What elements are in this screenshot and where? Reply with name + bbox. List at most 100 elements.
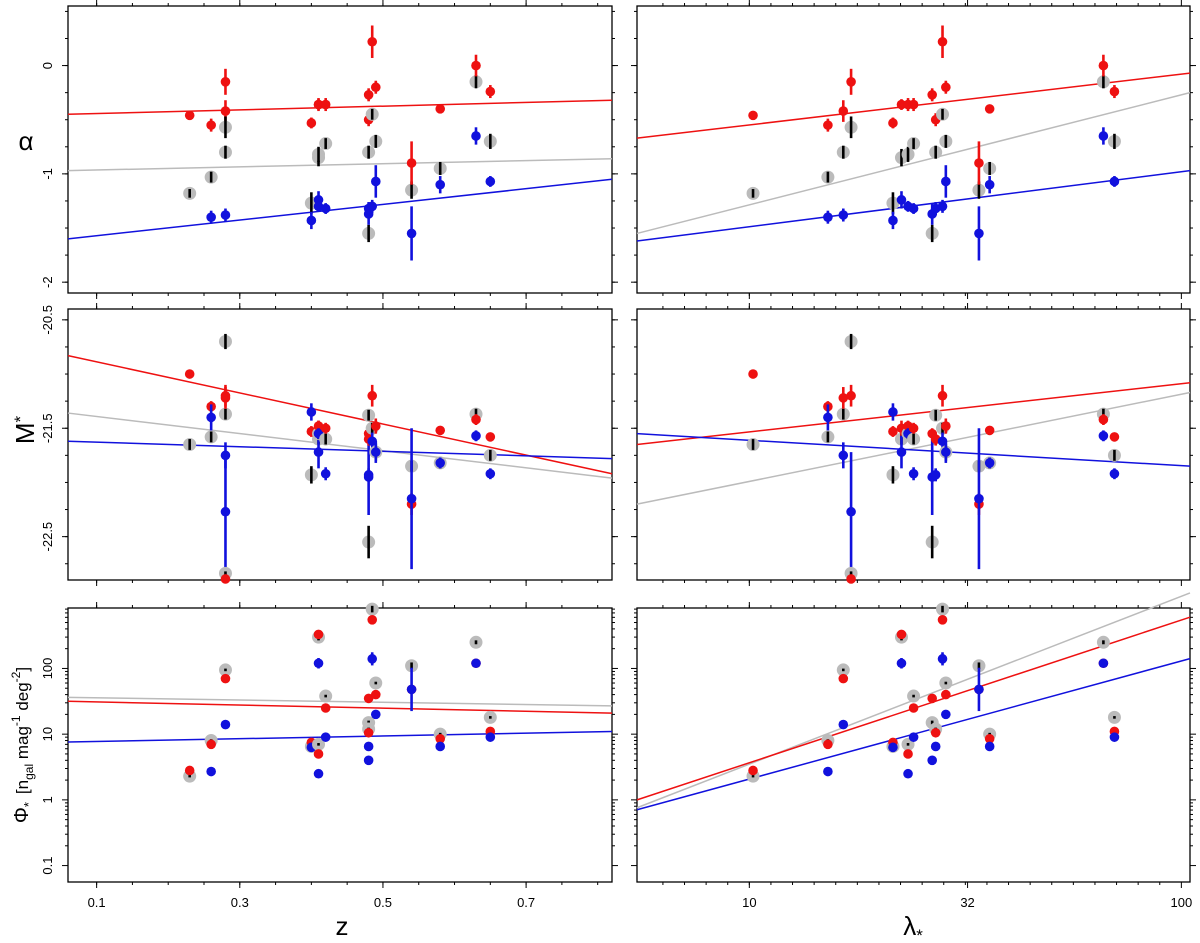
points-layer xyxy=(183,25,1121,783)
ylabel-phi-units-mag: mag xyxy=(13,726,32,764)
ylabel-mstar-sub: * xyxy=(11,415,30,422)
point-red-mstar-1 xyxy=(888,426,898,437)
ylabel-phi-units-open: [n xyxy=(13,780,32,794)
point-red-phi-1 xyxy=(846,574,856,584)
point-red-phi-1 xyxy=(823,739,833,750)
panel-frame-alpha-1 xyxy=(636,5,1191,294)
xtick-label-0: 0.1 xyxy=(88,895,106,910)
point-red-alpha-0 xyxy=(485,86,496,97)
fit-line-gray-mstar-0 xyxy=(67,412,613,479)
point-red-alpha-0 xyxy=(306,118,317,128)
point-red-alpha-0 xyxy=(435,104,446,114)
xtick-label-1: 32 xyxy=(960,895,974,910)
point-red-phi-1 xyxy=(937,615,948,625)
point-red-alpha-1 xyxy=(908,99,919,110)
xlabel-z: z xyxy=(336,911,349,941)
point-red-alpha-0 xyxy=(220,106,231,116)
ylabel-phi-units-m1: -1 xyxy=(9,715,23,726)
ylabel-phi-units-close: ] xyxy=(13,667,32,672)
point-blue-mstar-0 xyxy=(471,431,481,441)
ylabel-phi-main: Φ xyxy=(11,807,33,823)
point-blue-mstar-1 xyxy=(1098,431,1109,441)
point-blue-phi-1 xyxy=(927,755,937,766)
point-blue-phi-0 xyxy=(320,732,331,742)
point-blue-mstar-1 xyxy=(823,412,833,423)
point-red-alpha-1 xyxy=(927,90,937,100)
point-blue-alpha-0 xyxy=(306,215,317,226)
point-blue-mstar-0 xyxy=(313,447,324,457)
xtick-label-1: 100 xyxy=(1171,895,1193,910)
point-red-mstar-0 xyxy=(367,390,378,401)
panel-frame-phi-0 xyxy=(67,607,613,883)
point-blue-phi-0 xyxy=(220,719,231,730)
point-blue-alpha-1 xyxy=(984,179,995,190)
point-blue-phi-0 xyxy=(363,755,374,766)
point-red-phi-1 xyxy=(908,703,919,713)
point-red-mstar-1 xyxy=(941,421,951,431)
ylabel-phi: Φ* [ngal mag-1 deg-2] xyxy=(9,667,36,823)
ylabel-alpha: α xyxy=(18,126,33,156)
point-red-alpha-0 xyxy=(367,36,378,47)
point-red-phi-0 xyxy=(206,739,216,750)
point-blue-alpha-1 xyxy=(941,176,951,187)
ylabel-phi-units-m2: -2 xyxy=(9,671,23,682)
point-blue-phi-1 xyxy=(974,684,984,695)
point-blue-alpha-0 xyxy=(370,176,381,187)
point-blue-phi-0 xyxy=(435,741,446,752)
point-red-phi-0 xyxy=(435,733,446,744)
ytick-label-mstar: -21.5 xyxy=(40,413,55,443)
point-red-alpha-0 xyxy=(184,110,195,121)
fit-line-red-mstar-0 xyxy=(67,354,613,475)
point-blue-alpha-1 xyxy=(937,201,948,212)
point-red-mstar-1 xyxy=(937,390,948,401)
point-blue-mstar-0 xyxy=(485,468,496,479)
point-red-alpha-0 xyxy=(320,99,331,110)
ytick-label-phi: 1 xyxy=(40,796,55,803)
ylabel-phi-units-gal: gal xyxy=(22,764,36,780)
point-blue-phi-1 xyxy=(888,742,898,753)
point-blue-mstar-1 xyxy=(896,447,907,457)
point-blue-alpha-1 xyxy=(1109,176,1120,187)
point-red-mstar-1 xyxy=(908,423,919,434)
ylabel-mstar: M* xyxy=(10,415,40,444)
point-blue-phi-1 xyxy=(838,719,849,730)
point-blue-alpha-1 xyxy=(1098,131,1109,141)
point-red-alpha-0 xyxy=(220,77,231,87)
point-red-alpha-1 xyxy=(974,158,984,168)
point-blue-phi-1 xyxy=(908,732,919,742)
point-red-phi-0 xyxy=(363,693,374,704)
point-red-phi-0 xyxy=(313,629,324,640)
xtick-label-0: 0.7 xyxy=(517,895,535,910)
point-blue-mstar-1 xyxy=(908,468,919,479)
fit-line-blue-phi-0 xyxy=(67,730,613,743)
point-blue-alpha-1 xyxy=(823,212,833,222)
point-red-alpha-1 xyxy=(888,118,898,128)
point-blue-phi-0 xyxy=(485,732,496,742)
point-blue-phi-0 xyxy=(471,658,481,669)
xlabel-lambda-sub: * xyxy=(916,926,923,943)
fit-line-blue-mstar-1 xyxy=(636,432,1191,467)
point-blue-phi-0 xyxy=(370,709,381,720)
point-red-phi-0 xyxy=(220,673,231,684)
point-red-mstar-1 xyxy=(1109,432,1120,442)
point-blue-phi-1 xyxy=(941,709,951,720)
xtick-label-1: 10 xyxy=(742,895,756,910)
point-blue-mstar-0 xyxy=(206,412,216,423)
point-blue-mstar-0 xyxy=(320,468,331,479)
point-blue-phi-1 xyxy=(984,741,995,752)
point-blue-phi-1 xyxy=(930,741,941,752)
point-blue-mstar-1 xyxy=(846,506,856,517)
point-blue-alpha-0 xyxy=(435,179,446,190)
point-blue-phi-1 xyxy=(1109,732,1120,742)
point-red-alpha-1 xyxy=(1109,86,1120,97)
point-blue-alpha-1 xyxy=(974,228,984,239)
ylabel-mstar-main: M xyxy=(10,422,40,444)
point-blue-mstar-1 xyxy=(1109,468,1120,479)
point-red-mstar-1 xyxy=(748,369,758,379)
point-red-alpha-1 xyxy=(984,104,995,114)
panel-frame-mstar-0 xyxy=(67,308,613,581)
point-red-alpha-1 xyxy=(823,120,833,130)
fit-line-red-mstar-1 xyxy=(636,381,1191,446)
point-blue-alpha-0 xyxy=(320,203,331,214)
